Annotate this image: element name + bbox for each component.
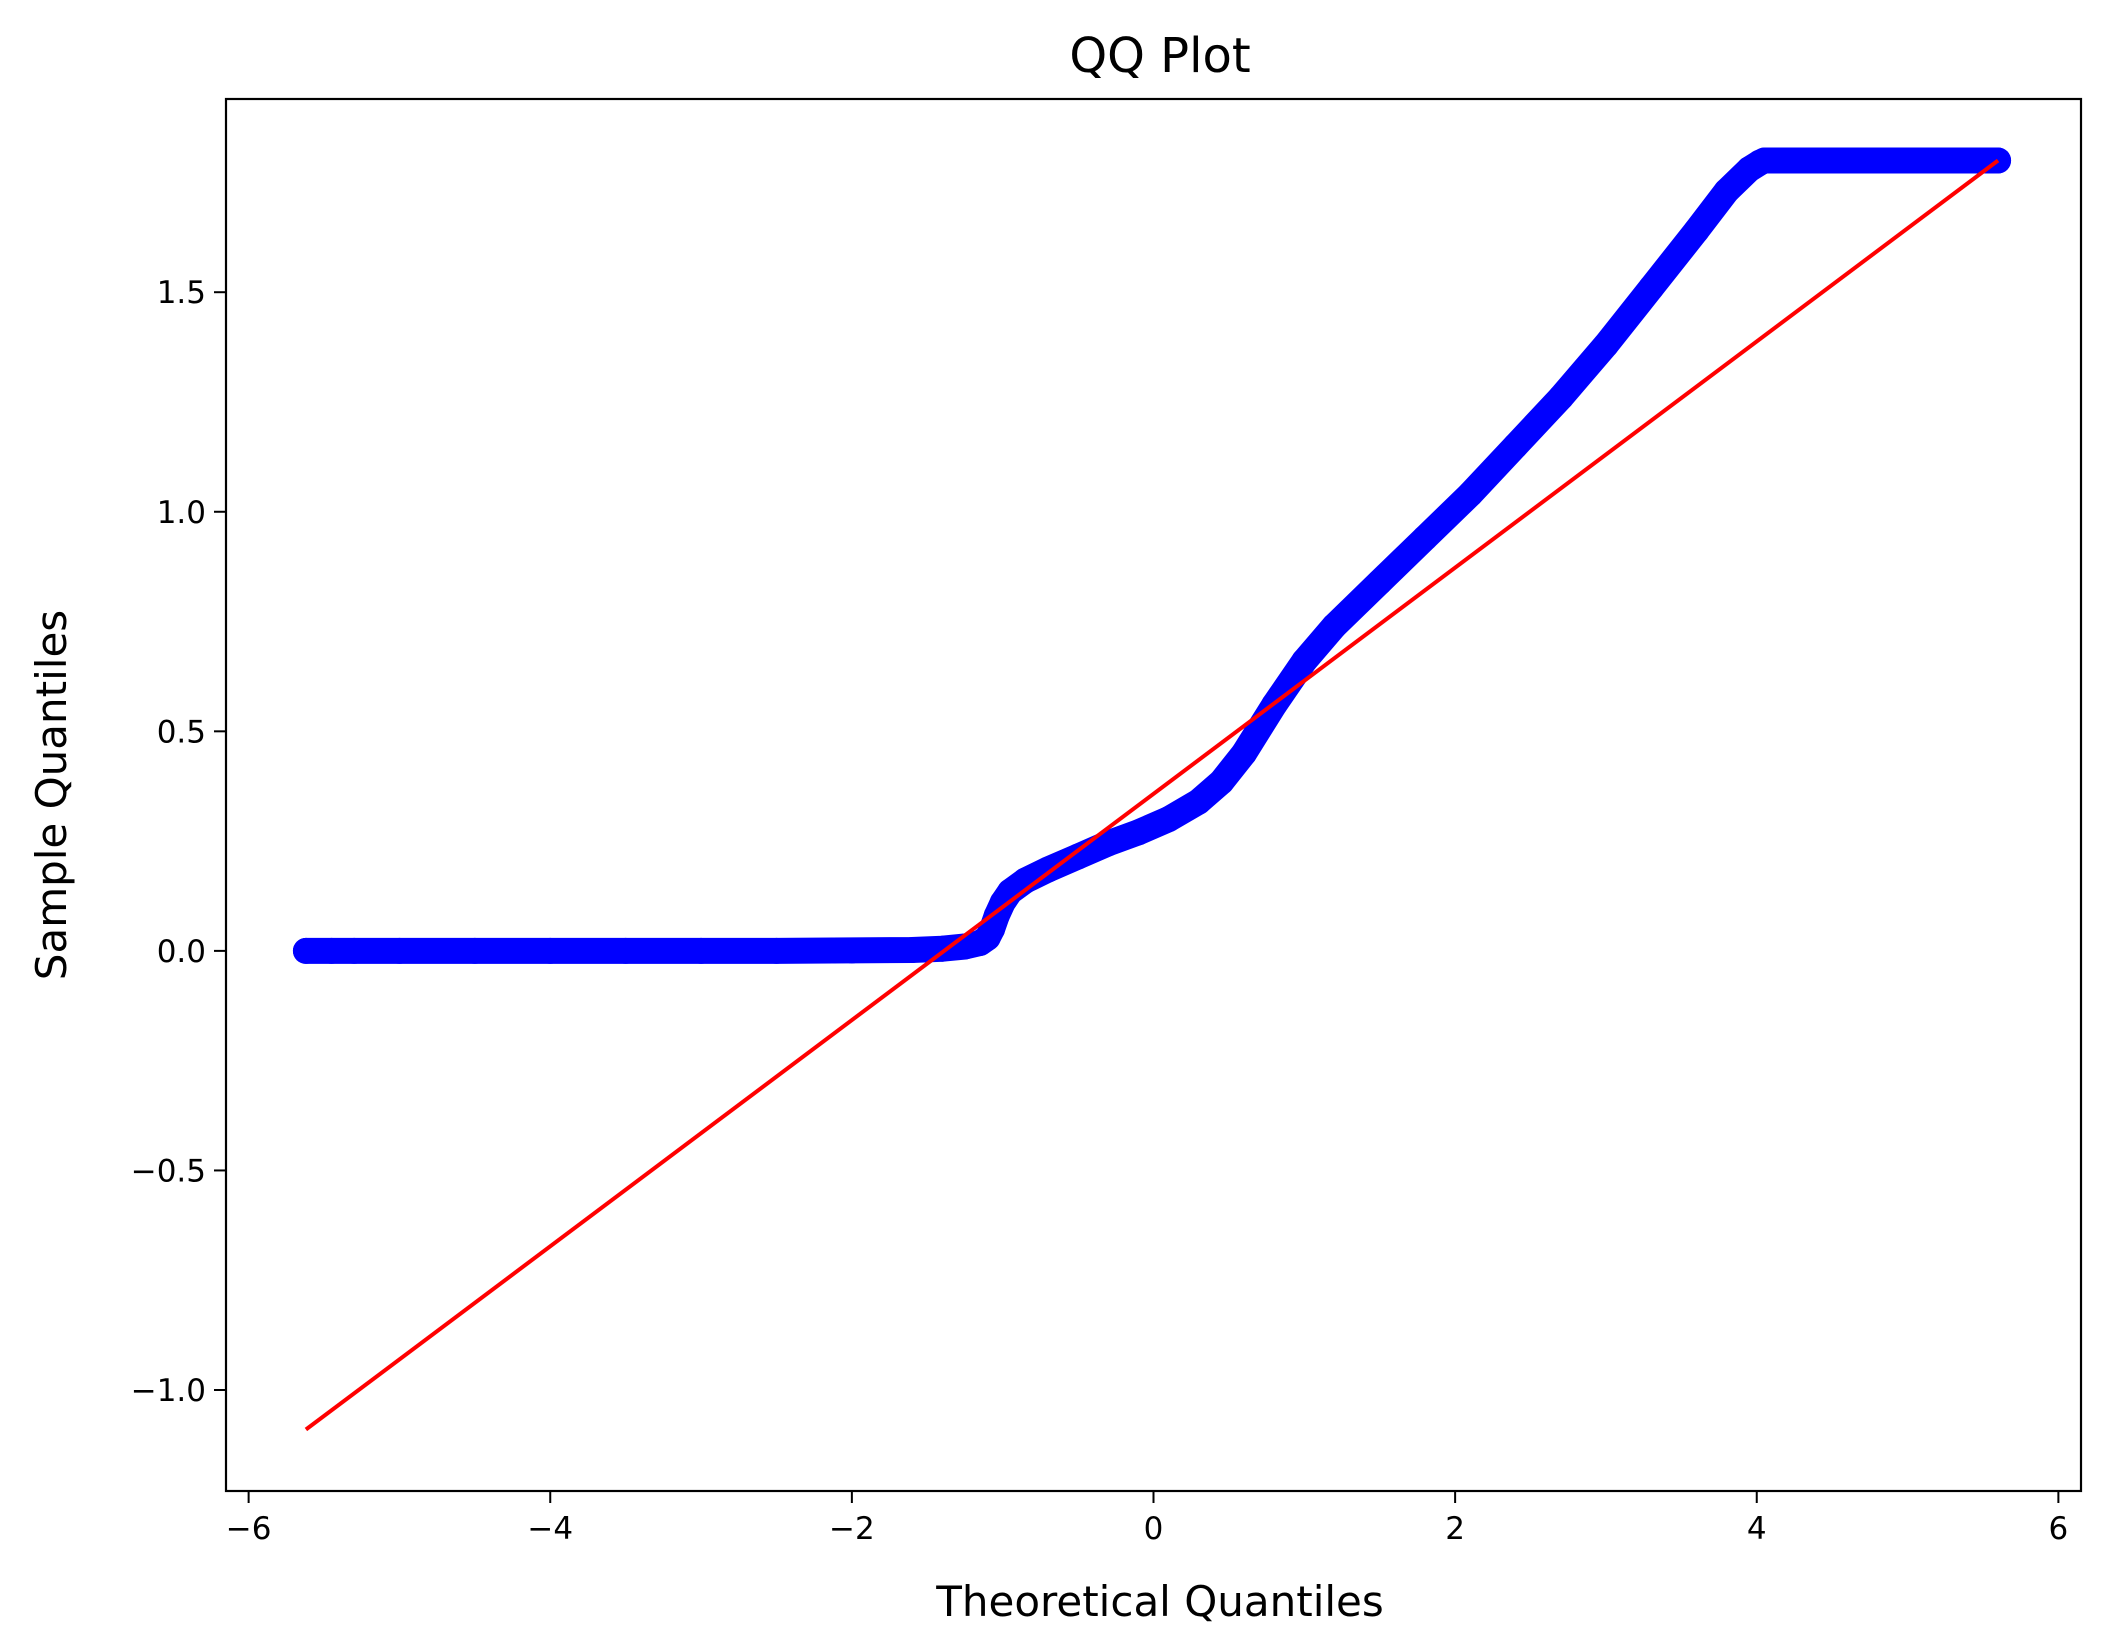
sample-point [1457,481,1484,508]
sample-point [292,937,319,964]
sample-points-band [292,147,2012,964]
sample-point [688,937,715,964]
y-tick-label: 1.0 [157,495,206,531]
y-tick-label: 0.5 [157,714,206,750]
y-tick-label: 0.0 [157,934,206,970]
x-tick-label: 2 [1445,1511,1465,1547]
chart-title: QQ Plot [1069,28,1250,84]
sample-point [1065,843,1092,870]
sample-point [1411,525,1438,552]
x-axis-label: Theoretical Quantiles [935,1577,1384,1626]
y-tick-label: 1.5 [157,275,206,311]
sample-point [1683,217,1710,244]
sample-point [763,937,790,964]
x-tick-label: −2 [829,1511,875,1547]
sample-point [1502,432,1529,459]
y-tick-label: −0.5 [131,1153,206,1189]
y-axis-label: Sample Quantiles [27,610,76,980]
sample-point [838,937,865,964]
sample-point [1208,768,1235,795]
sample-point [1291,648,1318,675]
x-tick-label: −4 [527,1511,573,1547]
sample-point [612,937,639,964]
y-axis: −1.0 −0.5 0.0 0.5 1.0 1.5 [131,275,226,1409]
sample-points-layer [292,147,2012,964]
sample-point [1547,384,1574,411]
reference-line [304,158,2000,1432]
sample-point [1095,830,1122,857]
sample-point [537,937,564,964]
sample-point [1751,147,1778,174]
sample-point [1155,806,1182,833]
sample-point [1125,819,1152,846]
sample-point [1230,740,1257,767]
sample-point [1592,331,1619,358]
sample-point [1366,569,1393,596]
sample-point [1321,612,1348,639]
sample-point [318,937,345,964]
x-tick-label: 6 [2049,1511,2069,1547]
sample-point [899,937,926,964]
x-tick-label: −6 [226,1511,272,1547]
sample-point [461,937,488,964]
y-tick-label: −1.0 [131,1373,206,1409]
x-tick-label: 0 [1144,1511,1164,1547]
x-tick-label: 4 [1747,1511,1767,1547]
x-axis: −6 −4 −2 0 2 4 6 [226,1491,2068,1547]
sample-point [1894,147,1921,174]
sample-point [1638,274,1665,301]
sample-point [341,937,368,964]
sample-point [1185,788,1212,815]
sample-point [1773,147,1800,174]
reference-line-layer [304,158,2000,1432]
sample-point [386,937,413,964]
sample-point [1713,178,1740,205]
sample-point [1834,147,1861,174]
